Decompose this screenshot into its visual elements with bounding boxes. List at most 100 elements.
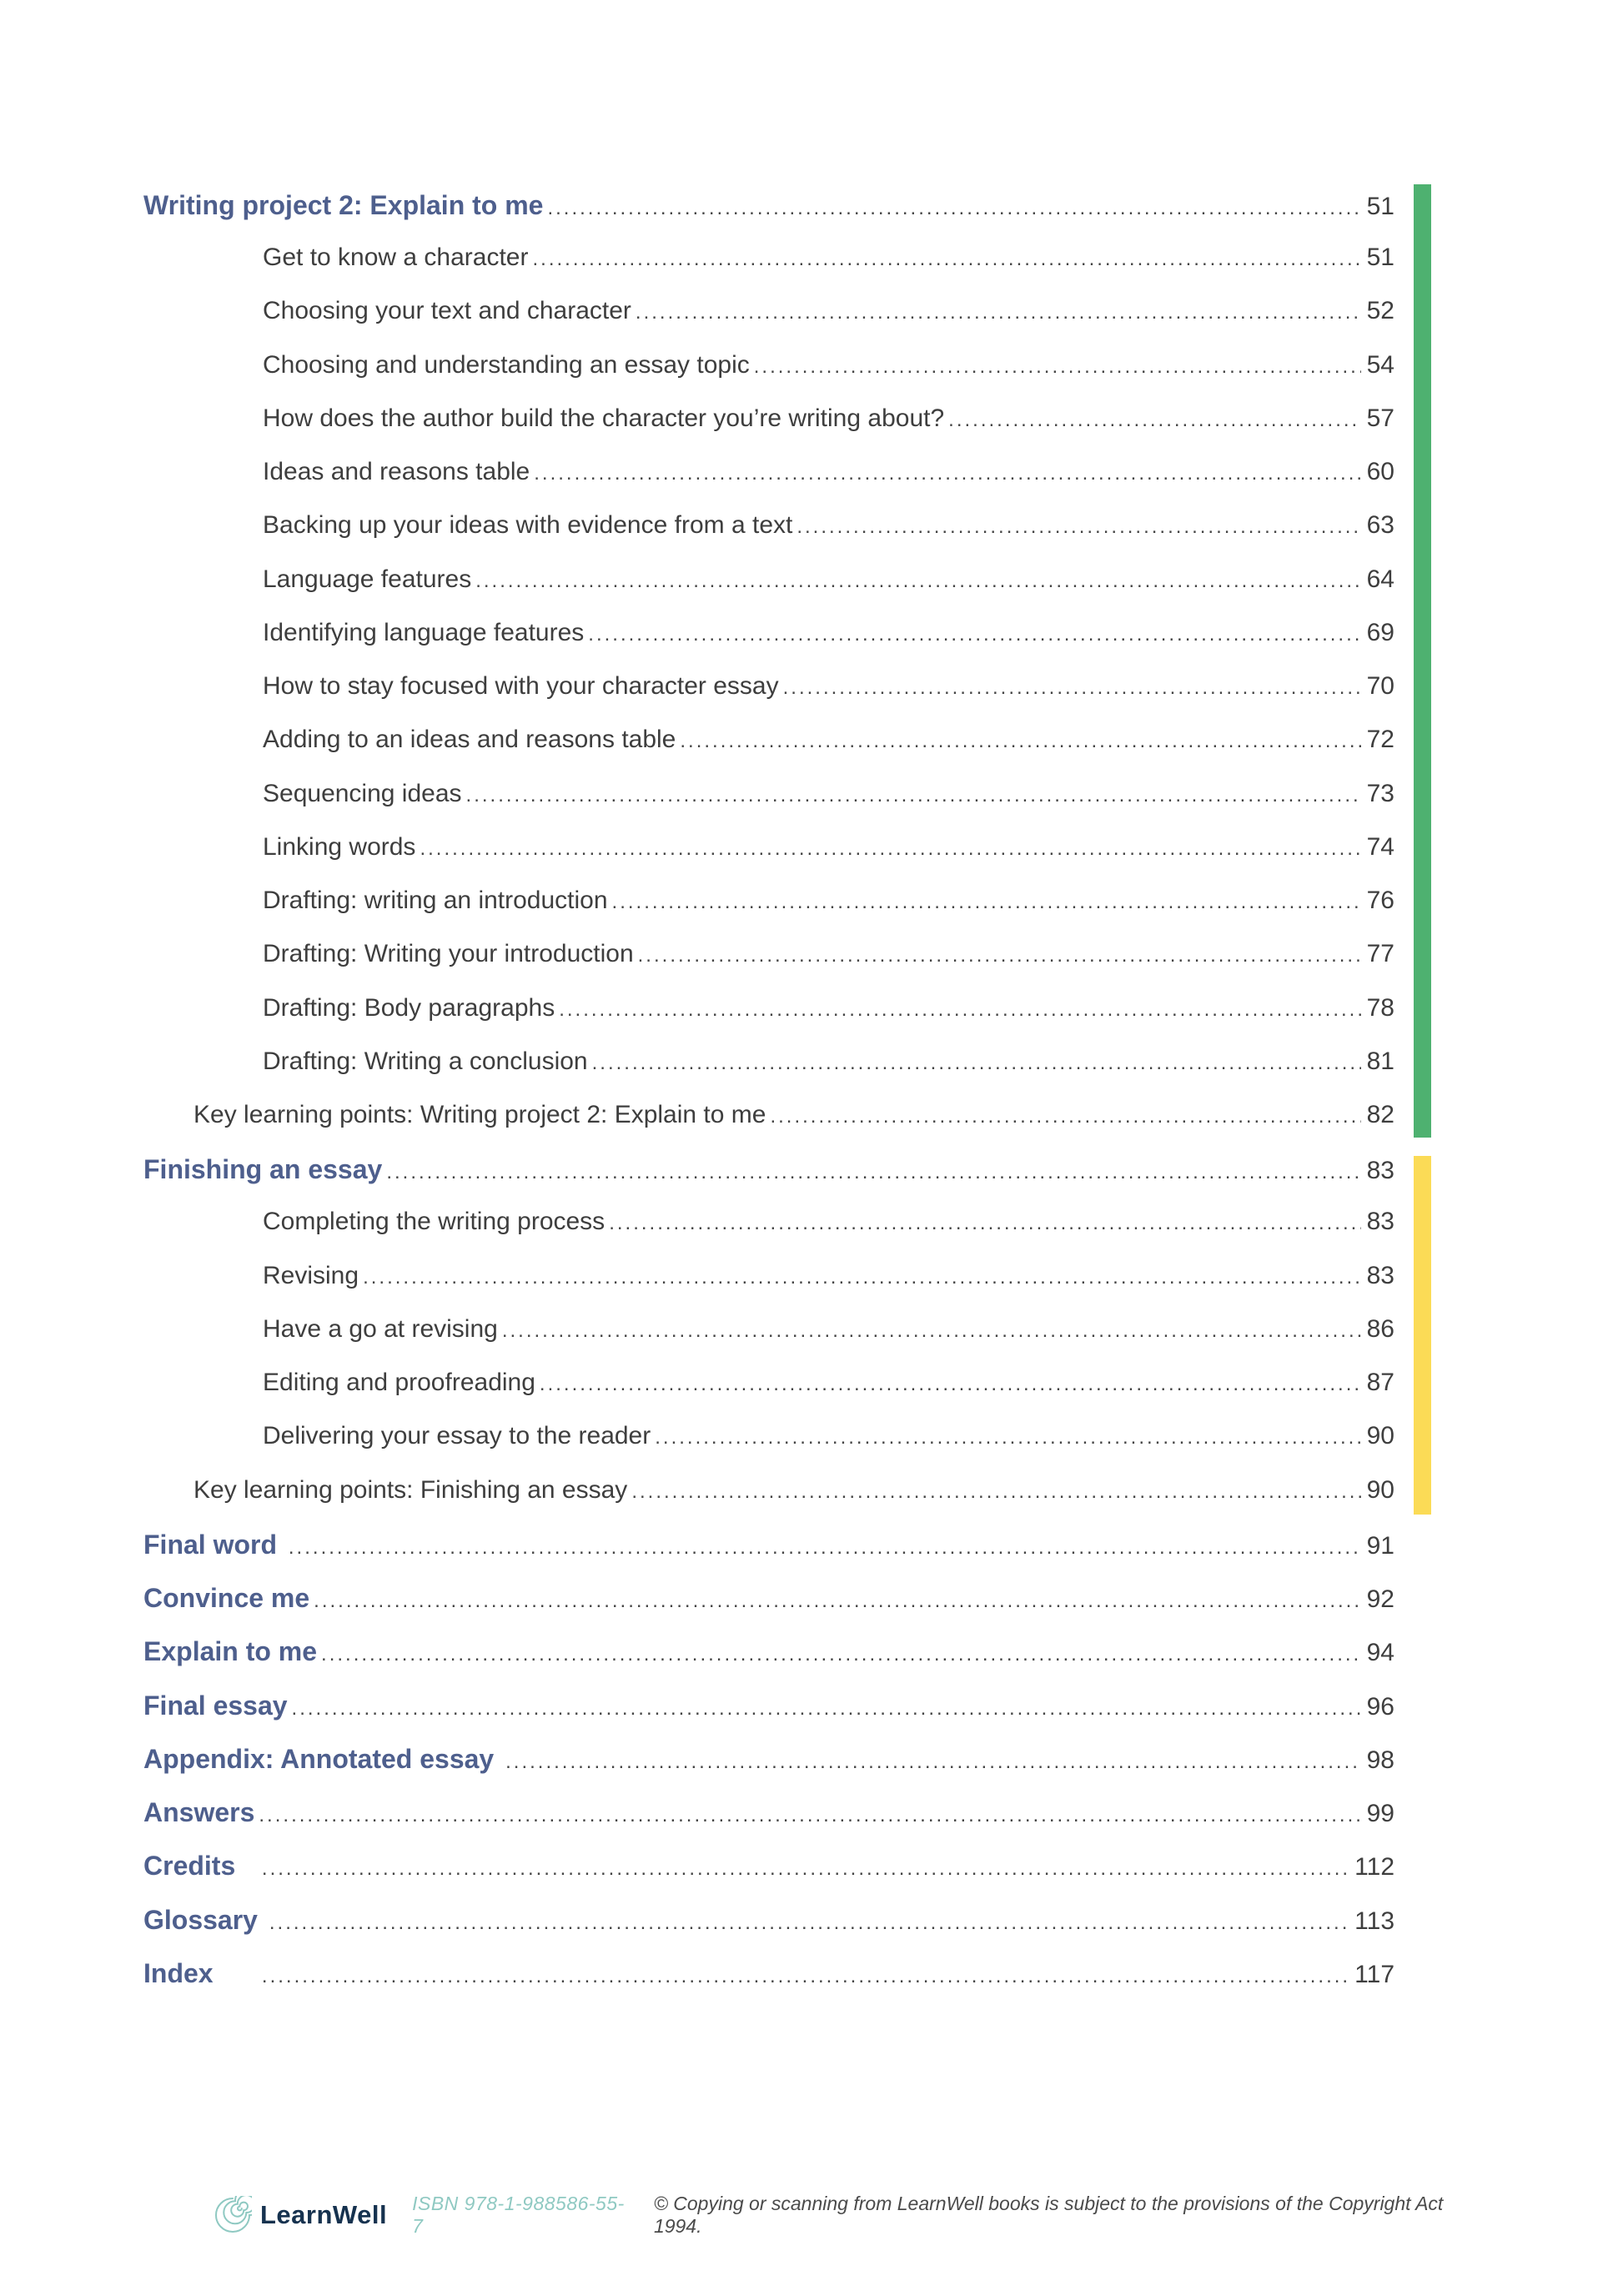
toc-entry-label: How does the author build the character …	[263, 404, 945, 432]
copyright-text: © Copying or scanning from LearnWell boo…	[653, 2193, 1444, 2237]
toc-row: Ideas and reasons table 60	[143, 445, 1394, 498]
isbn-text: ISBN 978-1-988586-55-7	[412, 2193, 625, 2237]
toc-page-number: 60	[1366, 458, 1394, 486]
toc-row: Identifying language features 69	[143, 605, 1394, 659]
toc-row: Sequencing ideas 73	[143, 766, 1394, 820]
toc-entry-label: Completing the writing process	[263, 1208, 605, 1236]
toc-row: Language features 64	[143, 552, 1394, 605]
toc-page-number: 63	[1366, 511, 1394, 540]
toc-entry-label: Final essay	[143, 1690, 288, 1721]
toc-row: Writing project 2: Explain to me 51	[143, 177, 1394, 230]
toc-entry-label: Writing project 2: Explain to me	[143, 190, 544, 220]
dot-leader	[770, 1105, 1360, 1128]
toc-page-number: 112	[1354, 1853, 1394, 1882]
footer: LearnWell ISBN 978-1-988586-55-7 © Copyi…	[214, 2192, 1465, 2238]
toc-entry-label: Have a go at revising	[263, 1314, 498, 1343]
toc-entry-label: Sequencing ideas	[263, 779, 462, 807]
dot-leader	[534, 462, 1360, 485]
toc-page-number: 91	[1366, 1531, 1394, 1560]
dot-leader	[259, 1804, 1360, 1827]
toc-row: Linking words 74	[143, 820, 1394, 873]
toc-page-number: 51	[1366, 244, 1394, 272]
dot-leader	[420, 837, 1360, 861]
toc-entry-label: Language features	[263, 565, 472, 593]
toc-entry-label: Convince me	[143, 1583, 310, 1614]
toc-row: Drafting: Writing a conclusion 81	[143, 1034, 1394, 1088]
toc-entry-label: Appendix: Annotated essay	[143, 1743, 502, 1774]
dot-leader	[754, 355, 1361, 379]
dot-leader	[502, 1319, 1361, 1343]
toc-row: Backing up your ideas with evidence from…	[143, 498, 1394, 551]
toc-entry-label: Key learning points: Finishing an essay	[193, 1475, 628, 1504]
toc-row: Choosing and understanding an essay topi…	[143, 338, 1394, 391]
spiral-icon	[215, 2196, 252, 2233]
toc-row: Glossary 113	[143, 1892, 1394, 1945]
toc-entry-label: Choosing and understanding an essay topi…	[263, 350, 750, 379]
toc-page-number: 86	[1366, 1314, 1394, 1343]
dot-leader	[948, 409, 1360, 432]
dot-leader	[386, 1161, 1360, 1184]
dot-leader	[638, 944, 1361, 967]
toc-row: Drafting: Body paragraphs 78	[143, 981, 1394, 1034]
toc-page-number: 73	[1366, 779, 1394, 807]
dot-leader	[363, 1266, 1361, 1289]
dot-leader	[636, 301, 1361, 324]
toc-page-number: 74	[1366, 832, 1394, 861]
dot-leader	[559, 998, 1360, 1022]
toc-row: Get to know a character 51	[143, 230, 1394, 284]
toc-page-number: 94	[1366, 1639, 1394, 1667]
toc-page-number: 96	[1366, 1692, 1394, 1721]
toc-row: Convince me 92	[143, 1570, 1394, 1623]
toc-entry-label: Backing up your ideas with evidence from…	[263, 511, 793, 540]
dot-leader	[609, 1212, 1360, 1235]
toc-page-number: 81	[1366, 1047, 1394, 1075]
toc-entry-label: Choosing your text and character	[263, 297, 631, 325]
toc-page-number: 99	[1366, 1800, 1394, 1828]
dot-leader	[475, 570, 1360, 593]
toc-entry-label: Index	[143, 1957, 258, 1988]
toc-row: Adding to an ideas and reasons table 72	[143, 712, 1394, 766]
toc-row: How to stay focused with your character …	[143, 659, 1394, 712]
toc-entry-label: Drafting: writing an introduction	[263, 887, 608, 915]
dot-leader	[588, 623, 1360, 646]
toc-row: Index 117	[143, 1945, 1394, 1998]
toc-page-number: 87	[1366, 1369, 1394, 1397]
toc-page-number: 92	[1366, 1585, 1394, 1614]
toc-page-number: 54	[1366, 350, 1394, 379]
toc-page-number: 83	[1366, 1208, 1394, 1236]
dot-leader	[466, 784, 1361, 807]
dot-leader	[533, 248, 1361, 271]
toc-entry-label: Get to know a character	[263, 244, 529, 272]
dot-leader	[547, 197, 1360, 220]
toc-row: Explain to me 94	[143, 1623, 1394, 1676]
toc-entry-label: Identifying language features	[263, 618, 585, 646]
dot-leader	[783, 676, 1361, 700]
toc-row: Revising 83	[143, 1248, 1394, 1302]
toc-row: How does the author build the character …	[143, 391, 1394, 445]
dot-leader	[505, 1751, 1361, 1774]
toc-page-number: 117	[1354, 1960, 1394, 1988]
toc-entry-label: Key learning points: Writing project 2: …	[193, 1100, 766, 1128]
toc-row: Have a go at revising 86	[143, 1302, 1394, 1355]
dot-leader	[680, 730, 1360, 753]
section-bar-green	[1414, 184, 1431, 1138]
section-bar-yellow	[1414, 1156, 1431, 1515]
toc-page-number: 72	[1366, 726, 1394, 754]
toc-entry-label: Delivering your essay to the reader	[263, 1422, 651, 1450]
toc-page-number: 78	[1366, 993, 1394, 1022]
toc-row: Finishing an essay 83	[143, 1141, 1394, 1194]
toc-page-number: 83	[1366, 1157, 1394, 1185]
toc-entry-label: Drafting: Writing your introduction	[263, 940, 634, 968]
toc-row: Choosing your text and character 52	[143, 284, 1394, 337]
toc-entry-label: Explain to me	[143, 1636, 318, 1667]
toc-entry-label: Final word	[143, 1529, 284, 1560]
toc-row: Drafting: Writing your introduction 77	[143, 927, 1394, 980]
toc-page-number: 113	[1354, 1907, 1394, 1935]
toc-row: Credits 112	[143, 1837, 1394, 1891]
toc-entry-label: Finishing an essay	[143, 1154, 383, 1185]
dot-leader	[289, 1536, 1361, 1560]
toc-page-number: 69	[1366, 618, 1394, 646]
dot-leader	[262, 1965, 1349, 1988]
toc-row: Completing the writing process 83	[143, 1194, 1394, 1248]
